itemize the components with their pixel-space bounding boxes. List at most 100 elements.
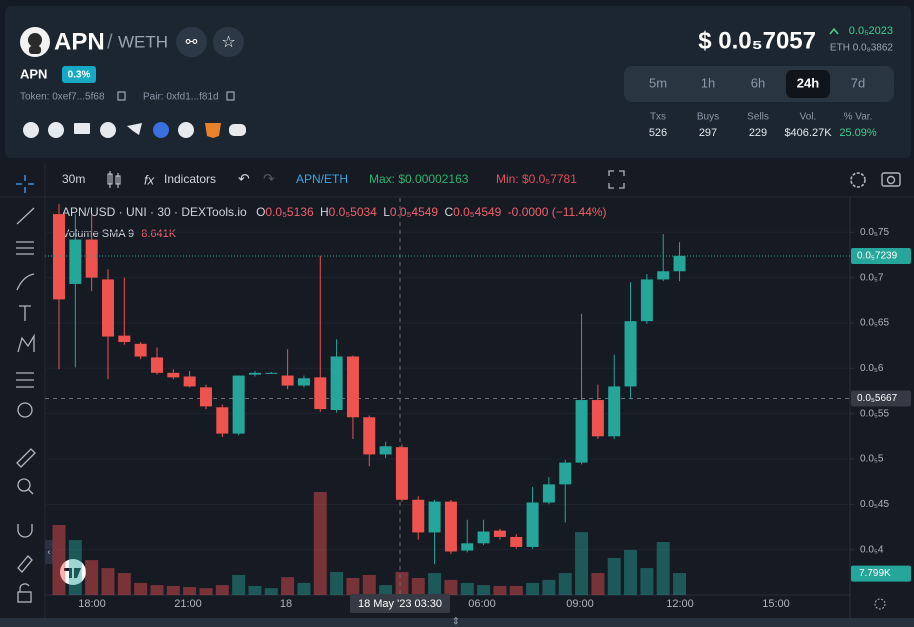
- timeframe-option[interactable]: 24h: [797, 75, 819, 90]
- x-tick-label: 15:00: [762, 598, 790, 610]
- candle-body: [118, 335, 131, 342]
- lock-drawings-tool[interactable]: [17, 555, 33, 573]
- stat-value: 229: [749, 127, 767, 139]
- volume-bar: [199, 588, 213, 595]
- candle-body: [314, 377, 327, 410]
- copy-icon[interactable]: [117, 91, 126, 101]
- candle-body: [559, 462, 572, 485]
- website-icon[interactable]: [74, 123, 90, 134]
- x-tick-label: 12:00: [666, 598, 694, 610]
- candle-body: [265, 372, 278, 374]
- zoom-tool[interactable]: [17, 478, 31, 492]
- redo[interactable]: ↷: [263, 171, 275, 187]
- quote: WETH: [118, 32, 168, 51]
- candle-type-icon[interactable]: [107, 171, 121, 188]
- collapse-button[interactable]: [45, 540, 53, 564]
- ruler-tool[interactable]: [16, 448, 36, 468]
- copy-icon[interactable]: [226, 91, 235, 101]
- volume-bar: [281, 577, 295, 595]
- price-change: 0.0₅2023: [849, 25, 893, 37]
- legend-value: 0.0₅4549: [390, 205, 439, 219]
- candle-body: [591, 400, 604, 437]
- favorite-button[interactable]: [213, 27, 244, 57]
- candle-body: [281, 375, 294, 386]
- volume-badge-label: 7.799K: [859, 568, 891, 579]
- pair-switch[interactable]: APN/ETH: [296, 172, 348, 186]
- candle-body: [477, 531, 490, 544]
- resize-handle[interactable]: ⇕: [452, 617, 460, 627]
- legend-key: H: [320, 205, 329, 219]
- candle-body: [444, 501, 457, 552]
- brush-tool[interactable]: [16, 273, 35, 291]
- binoculars-button[interactable]: [176, 27, 207, 57]
- stat-label: Txs: [650, 112, 666, 123]
- chart-icon[interactable]: [48, 122, 64, 138]
- volume-legend-value: 8.641K: [141, 228, 177, 240]
- volume-bar: [264, 588, 278, 595]
- emoji-tool[interactable]: [17, 402, 33, 418]
- token-address: Token: 0xef7...5f68: [20, 92, 105, 103]
- timeframe-option[interactable]: 6h: [751, 75, 765, 90]
- indicators[interactable]: Indicators: [164, 172, 216, 186]
- share-icon[interactable]: [23, 122, 39, 138]
- lock-shackle: [19, 583, 30, 592]
- text-tool[interactable]: [19, 305, 31, 321]
- tv-logo[interactable]: [60, 559, 86, 585]
- chart-panel: [0, 163, 914, 620]
- candle-body: [363, 417, 376, 455]
- camera-icon[interactable]: [881, 172, 901, 187]
- timeframe-option[interactable]: 5m: [649, 75, 667, 90]
- candle-body: [624, 321, 637, 387]
- twitter-icon[interactable]: [127, 123, 142, 135]
- symbol: APN: [54, 28, 105, 55]
- magnet-tool[interactable]: [17, 524, 33, 538]
- candle-body: [248, 372, 261, 375]
- coingecko-icon[interactable]: [178, 122, 194, 138]
- trend-line-tool[interactable]: [16, 207, 35, 225]
- candle-body: [232, 375, 245, 434]
- timeframe-option[interactable]: 1h: [701, 75, 715, 90]
- last-price-label: 0.0₅7239: [857, 251, 898, 262]
- candle-body: [673, 255, 686, 272]
- x-tick-label: 18:00: [78, 598, 106, 610]
- metamask-icon[interactable]: [205, 123, 221, 138]
- candle-body: [412, 499, 425, 533]
- stat-label: % Var.: [844, 112, 873, 123]
- coinmarketcap-icon[interactable]: [153, 122, 169, 138]
- volume-bar: [411, 577, 425, 595]
- volume-bar: [591, 573, 605, 595]
- crosshair-price-label: 0.0₅5667: [857, 393, 898, 404]
- candle-body: [134, 343, 147, 357]
- volume-bar: [542, 579, 556, 595]
- interval[interactable]: 30m: [62, 172, 85, 186]
- timeframe-option[interactable]: 7d: [851, 75, 865, 90]
- binoculars-icon: ⚯: [186, 34, 198, 50]
- pattern-tool[interactable]: [17, 333, 35, 353]
- fullscreen-icon[interactable]: [608, 170, 625, 189]
- legend-key: O: [256, 205, 265, 219]
- settings-icon[interactable]: [850, 172, 866, 188]
- crosshair-tool[interactable]: [16, 175, 34, 193]
- fx-icon[interactable]: fx: [144, 172, 155, 187]
- discord-icon[interactable]: [229, 124, 246, 136]
- volume-bar: [624, 549, 638, 595]
- volume-bar: [330, 571, 344, 595]
- plot: [45, 198, 850, 595]
- price: $ 0.0₅7057: [698, 27, 816, 54]
- fib-tool[interactable]: [16, 241, 34, 255]
- volume-legend-title: Volume SMA 9: [62, 228, 134, 240]
- candle-body: [346, 356, 359, 418]
- volume-bar: [150, 585, 164, 595]
- min-price: Min: $0.0₅7781: [496, 172, 577, 186]
- telegram-icon[interactable]: [100, 122, 116, 138]
- separator: /: [107, 31, 113, 53]
- undo[interactable]: ↶: [238, 171, 250, 187]
- volume-bar: [379, 585, 393, 595]
- lock-tool[interactable]: [17, 591, 32, 603]
- fee: 0.3%: [68, 70, 91, 81]
- star-icon: ☆: [221, 34, 235, 51]
- axis-settings[interactable]: [874, 598, 886, 610]
- volume-bar: [460, 582, 474, 595]
- prediction-tool[interactable]: [16, 372, 34, 388]
